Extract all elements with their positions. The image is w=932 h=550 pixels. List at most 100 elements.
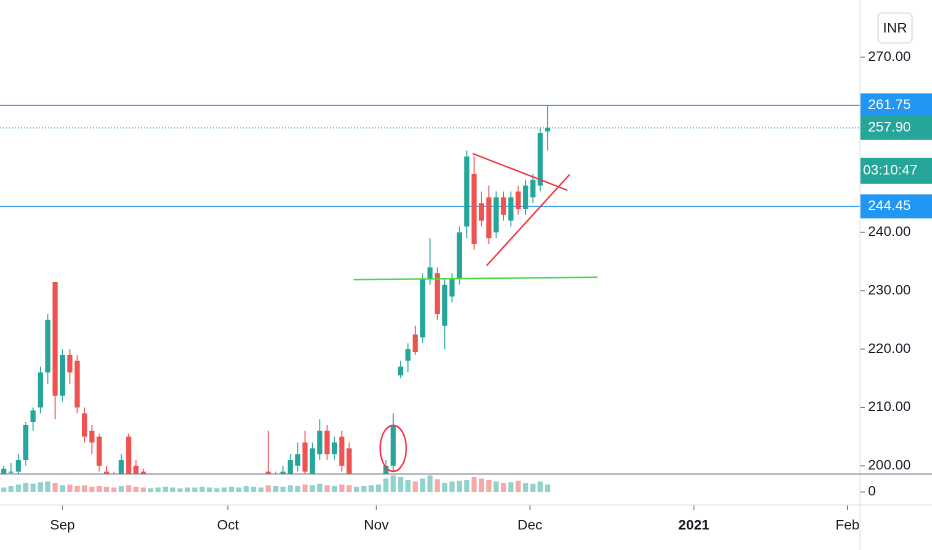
candle-body [30,410,36,423]
volume-bar [199,486,205,492]
candle-body [118,459,124,474]
volume-bar [192,487,198,492]
volume-bar [184,487,191,492]
volume-bar [37,482,43,492]
candle-body [493,197,499,233]
candle-body [52,281,58,396]
volume-bar [15,484,21,492]
volume-bar [361,486,367,492]
volume-bar [273,486,279,492]
volume-bar [420,478,426,492]
volume-bar [486,480,492,492]
candle-body [500,197,507,215]
volume-bar [464,480,470,492]
candle-body [434,273,440,315]
candle-body [456,232,462,280]
volume-bar [52,483,58,492]
volume-bar [228,486,235,492]
y-tick-label: 230.00 [868,281,911,297]
volume-bar [427,475,433,492]
candle-body [331,442,338,455]
candle-body [486,197,492,239]
volume-bar [390,475,396,492]
candle-body [405,349,411,361]
volume-bar [96,486,102,492]
volume-bar [8,486,14,492]
volume-bar [471,477,477,492]
candle-body [67,354,73,373]
volume-bar [155,487,161,492]
volume-bar [500,483,507,492]
last-price-box [860,115,932,140]
price-label: 261.75 [868,96,911,112]
candle-body [302,442,308,472]
candle-body [412,334,418,352]
volume-bar [412,481,418,492]
volume-bar [59,485,66,492]
candle-body [104,471,110,474]
currency-button[interactable] [877,12,913,44]
volume-bar [214,488,220,492]
volume-bar [478,478,485,492]
candle-body [442,284,448,326]
countdown-box [860,157,932,184]
volume-bar [302,484,308,492]
volume-bar [280,486,286,492]
x-tick-label: Feb [835,517,859,533]
candle-body [59,354,66,396]
candle-body [339,436,345,466]
candle-body [478,203,485,221]
candle-body [265,471,271,474]
volume-bar [324,485,330,492]
volume-bar [456,480,462,492]
candle-body [126,436,132,474]
candle-body [140,471,146,474]
volume-tick-label: 0 [868,483,876,499]
candle-body [81,413,88,437]
candle-body [449,279,455,297]
candle-body [111,478,116,490]
price-label-box [860,93,932,118]
y-tick-label: 220.00 [868,340,911,356]
candle-body [317,430,323,455]
candle-body [522,185,529,209]
candle-body [530,179,536,198]
x-tick-label: 2021 [678,517,709,533]
volume-bar [508,482,514,492]
volume-bar [243,486,249,492]
volume-bar [537,481,543,492]
volume-bar [23,483,29,492]
volume-bar [339,484,345,492]
volume-bar [449,481,455,492]
y-tick-label: 210.00 [868,398,911,414]
candle-body [398,366,404,376]
candle-body [545,127,551,132]
circle-marker [379,424,407,473]
volume-bar [74,486,80,492]
volume-bar [45,481,51,492]
volume-bar [170,487,176,492]
volume-bar [442,483,448,492]
candle-body [295,454,301,466]
volume-bar [405,480,411,492]
volume-bar [133,486,139,492]
trend-line [353,276,598,281]
y-tick-label: 240.00 [868,223,911,239]
volume-bar [383,478,389,492]
candle-body [390,424,396,466]
candle-body [1,468,7,474]
candle-body [383,465,389,474]
y-tick-label: 270.00 [868,48,911,64]
volume-bar [515,480,521,492]
candle-body [280,471,286,474]
volume-bar [530,483,536,492]
candle-body [45,319,51,373]
candle-body [287,459,293,474]
volume-bar [236,487,242,492]
volume-bar [251,486,257,492]
volume-bar [398,477,404,492]
candle-body [346,448,352,474]
volume-bar [162,486,168,492]
